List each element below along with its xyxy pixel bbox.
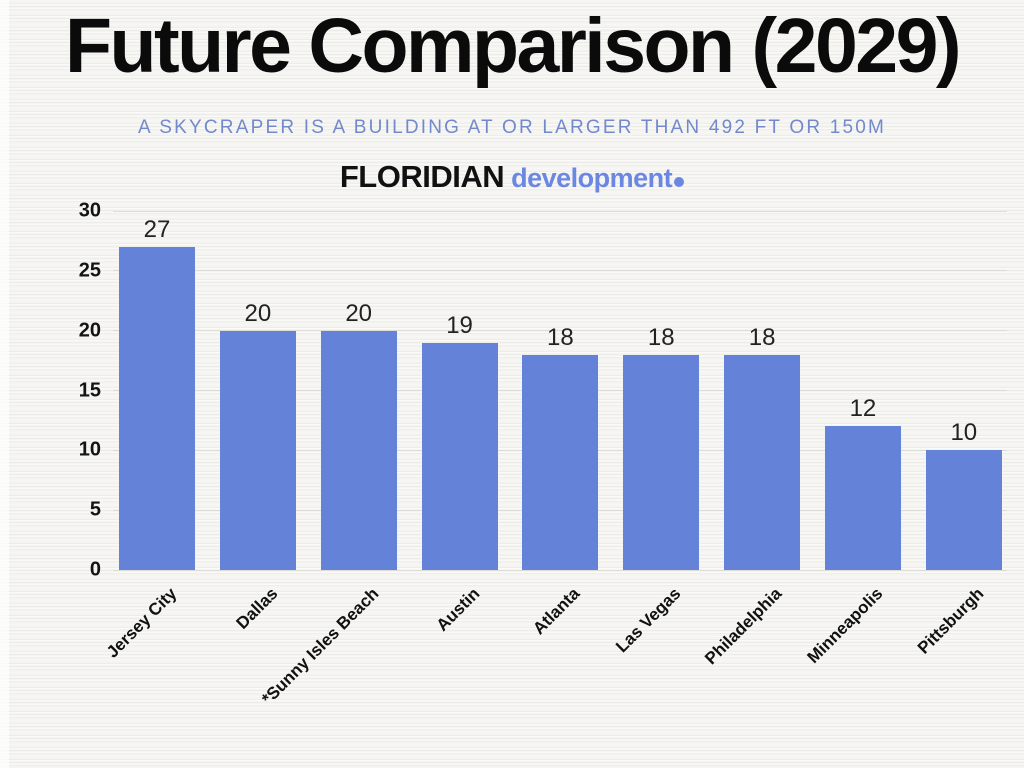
bar-value-label: 19 (446, 312, 473, 339)
x-axis-category-label: *Sunny Isles Beach (257, 584, 383, 709)
brand-suffix: development (511, 163, 673, 193)
bar-value-label: 18 (647, 324, 675, 351)
gridline-0 (113, 569, 1007, 571)
bar-Atlanta (522, 355, 599, 570)
bar-Las Vegas (623, 355, 700, 570)
bar-value-label: 18 (748, 324, 776, 351)
bar-value-label: 10 (950, 419, 978, 446)
plot-area: 0 5 10 15 20 25 30 27 Jersey City 20 Dallas 20 *Sunn… (79, 200, 1007, 708)
bar-value-label: 12 (849, 395, 877, 422)
y-axis-tick-label: 10 (78, 438, 101, 461)
gridline-30 (113, 210, 1007, 212)
bar-Philadelphia (724, 355, 801, 570)
bar-value-label: 20 (345, 300, 373, 327)
bar-Pittsburgh (925, 450, 1002, 570)
page-subtitle: A SKYCRAPER IS A BUILDING AT OR LARGER T… (137, 117, 887, 138)
y-axis-tick-label: 5 (89, 498, 101, 521)
x-axis-category-label: Las Vegas (612, 584, 685, 657)
gridline-20 (113, 330, 1007, 332)
x-axis-category-label: Atlanta (529, 584, 584, 639)
gridline-25 (113, 270, 1007, 272)
x-axis-category-label: Dallas (232, 584, 282, 633)
y-axis-tick-label: 30 (78, 199, 101, 222)
brand-name: FLORIDIAN (339, 159, 505, 194)
bar-value-label: 20 (244, 300, 272, 327)
bar-Minneapolis (824, 426, 901, 570)
brand-dot-icon (674, 177, 685, 187)
x-axis-category-label: Pittsburgh (913, 584, 988, 658)
x-axis-category-label: Philadelphia (701, 584, 786, 669)
bar-*Sunny Isles Beach (320, 331, 397, 570)
bar-value-label: 27 (143, 216, 171, 243)
y-axis-tick-label: 15 (78, 379, 101, 401)
x-axis-category-label: Austin (432, 584, 483, 635)
x-axis-category-label: Jersey City (102, 584, 181, 662)
bar-value-label: 18 (547, 324, 574, 351)
bar-Dallas (219, 331, 296, 570)
bar-Jersey City (119, 247, 195, 570)
page-title: Future Comparison (2029) (64, 3, 962, 89)
left-edge-highlight (0, 0, 9, 768)
y-axis-tick-label: 20 (78, 319, 101, 342)
y-axis-tick-label: 25 (78, 259, 101, 282)
y-axis-tick-label: 0 (89, 558, 101, 581)
brand-logo: FLORIDIAN development (0, 159, 1024, 195)
x-axis-category-label: Minneapolis (803, 584, 887, 667)
bar-Austin (421, 343, 498, 570)
